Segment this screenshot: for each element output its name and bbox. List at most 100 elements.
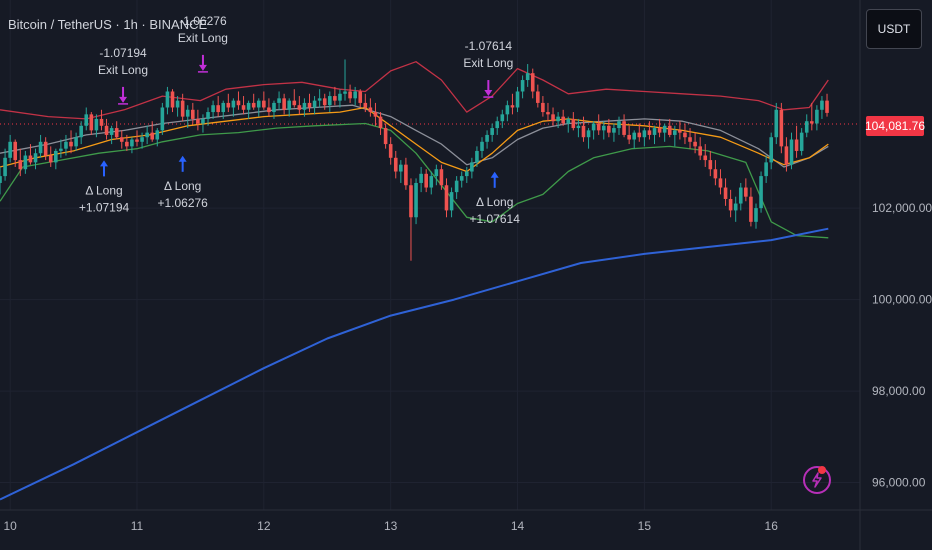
time-axis-tick-label: 11 xyxy=(131,519,144,533)
candle-body xyxy=(556,116,560,122)
exit-signal-label: Exit Long xyxy=(178,31,228,45)
symbol-title[interactable]: Bitcoin / TetherUS · 1h · BINANCE xyxy=(8,17,208,32)
candle-body xyxy=(459,176,464,181)
candle-body xyxy=(327,96,332,106)
candle-body xyxy=(429,176,434,188)
candle-body xyxy=(8,141,12,158)
candle-body xyxy=(490,128,494,135)
exit-signal-value: -1.06276 xyxy=(179,14,227,28)
candle-body xyxy=(399,164,403,172)
exit-signal-label: Exit Long xyxy=(98,63,148,77)
candle-body xyxy=(703,155,708,161)
candle-body xyxy=(622,121,626,135)
candle-body xyxy=(728,198,733,211)
currency-selector-button[interactable]: USDT xyxy=(866,9,922,49)
candle-body xyxy=(820,100,824,110)
alert-button[interactable] xyxy=(803,466,831,494)
candle-body xyxy=(23,155,28,170)
candle-body xyxy=(3,157,7,177)
fast-moving-average-line xyxy=(0,106,829,173)
candle-body xyxy=(99,118,104,126)
candle-body xyxy=(409,185,413,218)
candle-body xyxy=(353,91,357,99)
time-axis-tick-label: 14 xyxy=(511,519,525,533)
candle-body xyxy=(485,134,489,142)
candle-body xyxy=(180,100,185,117)
candle-body xyxy=(607,125,611,133)
candle-body xyxy=(657,128,662,133)
candle-body xyxy=(343,91,347,94)
candle-body xyxy=(165,91,170,108)
candle-body xyxy=(678,130,682,133)
candle-body xyxy=(525,73,530,81)
candle-body xyxy=(196,118,200,124)
candle-body xyxy=(140,137,144,142)
price-axis-tick-label: 96,000.00 xyxy=(872,476,926,490)
candle-body xyxy=(520,80,525,92)
candle-body xyxy=(287,100,292,110)
candle-body xyxy=(363,102,368,108)
candle-body xyxy=(769,137,774,163)
candle-body xyxy=(475,150,479,163)
candle-body xyxy=(809,121,814,124)
candle-body xyxy=(612,128,616,133)
candle-body xyxy=(500,114,505,122)
candle-body xyxy=(393,157,398,172)
candle-body xyxy=(74,137,78,147)
time-axis: 10 11 12 13 14 15 16 xyxy=(3,519,778,533)
candle-body xyxy=(759,176,763,209)
candle-body xyxy=(297,105,302,110)
candle-body xyxy=(723,187,728,199)
price-axis: 102,000.00 100,000.00 98,000.00 96,000.00 xyxy=(872,201,932,489)
candle-body xyxy=(744,187,748,197)
candle-body xyxy=(698,146,702,156)
indicator-lines xyxy=(0,61,829,501)
candle-body xyxy=(338,93,342,101)
candle-body xyxy=(302,102,307,110)
candle-body xyxy=(378,116,383,129)
candle-body xyxy=(470,162,474,172)
candle-body xyxy=(246,102,251,110)
exit-signal-value: -1.07194 xyxy=(99,46,147,60)
candle-body xyxy=(383,128,388,145)
candle-body xyxy=(89,114,94,131)
candle-body xyxy=(267,107,271,113)
candle-body xyxy=(581,125,586,138)
candle-body xyxy=(627,134,631,140)
time-axis-tick-label: 13 xyxy=(384,519,398,533)
candle-body xyxy=(530,73,535,92)
candle-body xyxy=(617,121,621,129)
candle-body xyxy=(84,114,89,126)
candle-body xyxy=(155,130,160,140)
time-axis-tick-label: 10 xyxy=(3,519,17,533)
entry-signal-value: +1.07614 xyxy=(469,212,520,226)
candle-body xyxy=(94,118,99,131)
candle-body xyxy=(119,137,124,142)
candle-body xyxy=(135,139,139,142)
candle-body xyxy=(414,182,418,218)
candle-body xyxy=(586,130,591,138)
entry-signal-label: Δ Long xyxy=(85,183,122,197)
candle-body xyxy=(733,203,738,211)
candle-body xyxy=(738,187,743,204)
candle-body xyxy=(262,100,266,108)
candle-body xyxy=(256,100,261,108)
time-axis-tick-label: 15 xyxy=(638,519,652,533)
candle-body xyxy=(815,109,819,124)
long-moving-average-line xyxy=(0,227,829,501)
candle-body xyxy=(125,141,129,147)
candle-body xyxy=(251,102,256,108)
entry-signal-value: +1.06276 xyxy=(157,196,208,210)
candle-body xyxy=(216,105,220,113)
candle-body xyxy=(59,148,63,151)
candle-body xyxy=(43,141,48,156)
candle-body xyxy=(566,118,571,124)
candle-body xyxy=(642,130,647,138)
candle-body xyxy=(683,132,687,138)
candle-body xyxy=(0,176,2,183)
price-axis-tick-label: 102,000.00 xyxy=(872,201,932,215)
candle-body xyxy=(114,128,119,138)
candle-body xyxy=(591,123,596,131)
candle-body xyxy=(688,137,692,142)
